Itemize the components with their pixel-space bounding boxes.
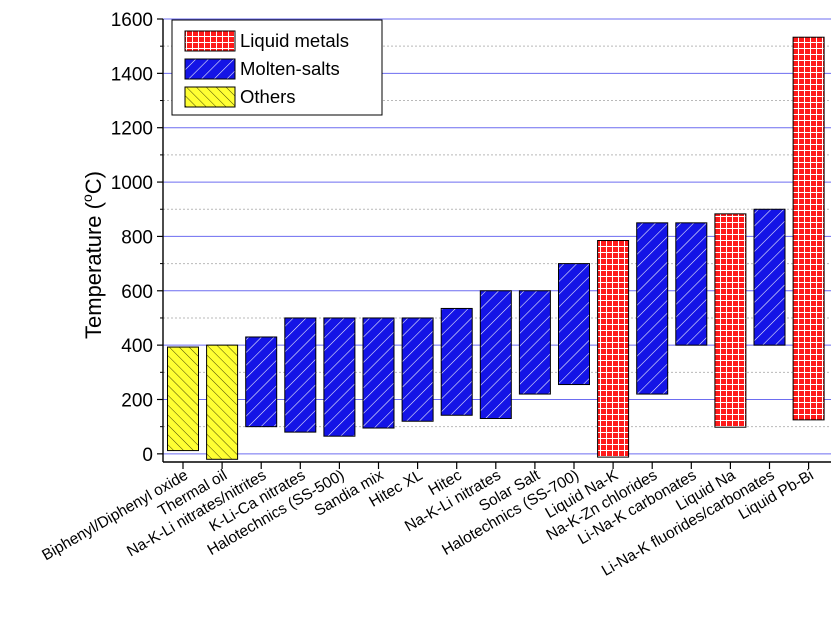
bar-na-k-li-nitrates-nitrites: [245, 336, 278, 428]
bar-hitec: [440, 307, 473, 416]
y-axis-label: Temperature (oC): [79, 171, 106, 339]
y-tick-label: 0: [142, 445, 153, 466]
axes: 02004006008001000120014001600Biphenyl/Di…: [39, 10, 831, 580]
bar-thermal-oil: [206, 344, 239, 460]
bar-na-k-li-nitrates: [479, 290, 512, 420]
legend-swatch: [184, 30, 236, 52]
y-tick-label: 600: [121, 282, 153, 303]
legend-label: Liquid metals: [240, 30, 349, 51]
bar-solar-salt: [518, 290, 551, 395]
bar-liquid-na-k: [597, 240, 630, 458]
y-tick-label: 1000: [111, 173, 153, 194]
bars: [167, 36, 825, 460]
legend-label: Others: [240, 86, 296, 107]
bar-li-na-k-carbonates: [675, 222, 708, 346]
legend-swatch: [184, 58, 236, 80]
legend-swatch: [184, 86, 236, 108]
bar-k-li-ca-nitrates: [284, 317, 317, 433]
y-tick-label: 1400: [111, 64, 153, 85]
y-tick-label: 200: [121, 390, 153, 411]
legend-label: Molten-salts: [240, 58, 340, 79]
bar-biphenyl-diphenyl-oxide: [167, 346, 199, 452]
legend: Liquid metals Molten-salts Others: [171, 19, 383, 116]
y-tick-label: 800: [121, 227, 153, 248]
y-tick-label: 1600: [111, 10, 153, 31]
bar-hitec-xl: [401, 317, 434, 422]
bar-li-na-k-fluorides-carbonates: [753, 208, 786, 346]
bar-halotechnics-ss-500: [323, 317, 356, 437]
bar-halotechnics-ss-700: [558, 263, 590, 386]
bar-sandia-mix: [362, 317, 395, 429]
y-tick-label: 400: [121, 336, 153, 357]
bar-liquid-na: [714, 213, 747, 428]
bar-na-k-zn-chlorides: [636, 222, 669, 395]
bar-liquid-pb-bi: [792, 36, 825, 421]
y-tick-label: 1200: [111, 119, 153, 140]
